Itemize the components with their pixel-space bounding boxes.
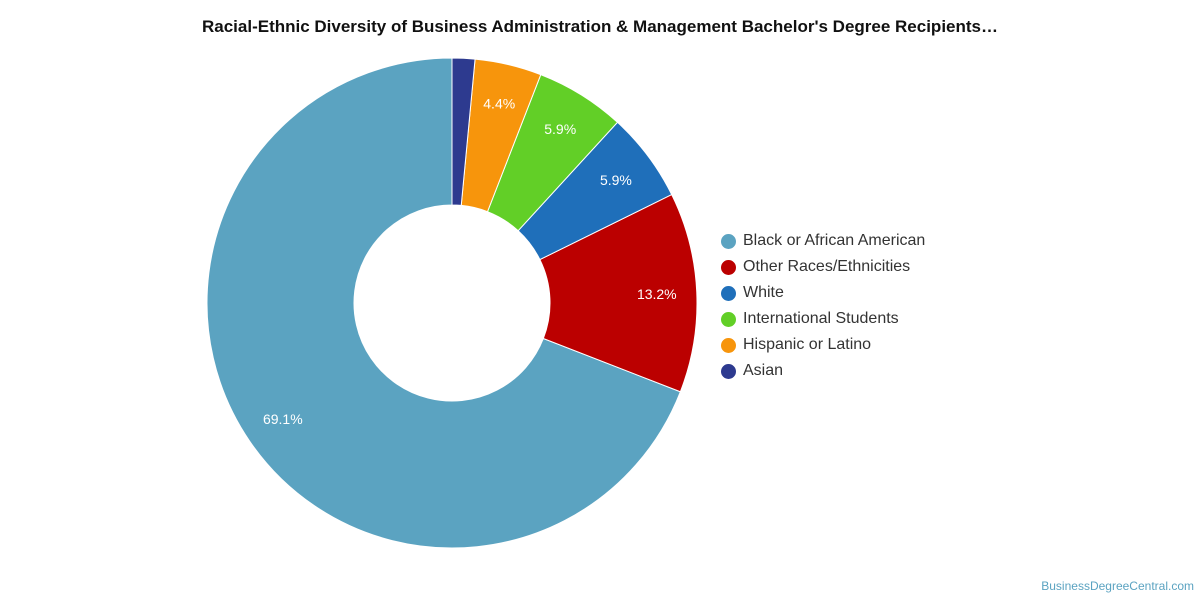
legend-item[interactable]: Other Races/Ethnicities (721, 254, 925, 280)
legend-item[interactable]: International Students (721, 306, 925, 332)
slice-other-races-ethnicities[interactable] (539, 193, 698, 393)
slice-labels-group: 69.1% 13.2% 5.9% 5.9% 4.4% (263, 96, 677, 427)
legend-swatch (721, 233, 736, 249)
legend-item[interactable]: Black or African American (721, 228, 925, 254)
legend-label: White (743, 284, 784, 301)
legend-swatch (721, 259, 736, 275)
legend-item[interactable]: Hispanic or Latino (721, 332, 925, 358)
legend-swatch (721, 337, 736, 353)
slice-label: 5.9% (544, 121, 576, 137)
chart-legend: Black or African American Other Races/Eth… (721, 228, 925, 384)
legend-label: Black or African American (743, 232, 926, 249)
slice-label: 13.2% (637, 286, 677, 302)
slice-asian[interactable] (451, 57, 476, 206)
slice-label: 5.9% (600, 172, 632, 188)
legend-item[interactable]: Asian (721, 358, 925, 384)
slice-label: 4.4% (483, 96, 515, 112)
legend-swatch (721, 285, 736, 301)
slices-group (206, 57, 698, 549)
legend-swatch (721, 363, 736, 379)
legend-label: Asian (743, 362, 784, 379)
legend-label: International Students (743, 310, 899, 327)
legend-item[interactable]: White (721, 280, 925, 306)
legend-label: Hispanic or Latino (743, 336, 872, 353)
legend-label: Other Races/Ethnicities (743, 258, 911, 275)
legend-swatch (721, 311, 736, 327)
watermark[interactable]: BusinessDegreeCentral.com (1041, 579, 1194, 593)
slice-label: 69.1% (263, 411, 303, 427)
slice-black-or-african-american[interactable] (206, 57, 682, 549)
chart-title: Racial-Ethnic Diversity of Business Admi… (201, 17, 998, 36)
